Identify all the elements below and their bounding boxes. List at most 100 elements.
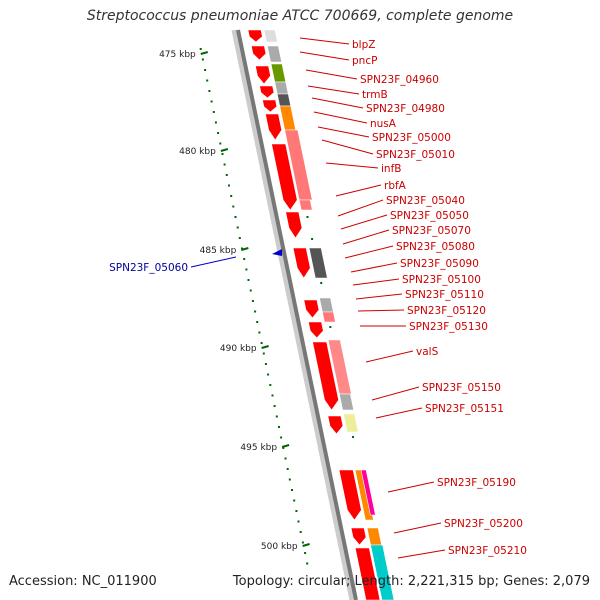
- gene-label: SPN23F_05000: [372, 132, 451, 144]
- gene-feature: [279, 105, 297, 131]
- gene-label: SPN23F_05010: [376, 149, 455, 161]
- gene-feature: [350, 527, 367, 546]
- label-pointer: [357, 309, 405, 312]
- gene-feature: [265, 113, 283, 141]
- label-pointer: [325, 162, 379, 169]
- map-title: Streptococcus pneumoniae ATCC 700669, co…: [86, 8, 514, 24]
- gene-features: [247, 29, 395, 600]
- kbp-label: 495 kbp: [240, 443, 277, 453]
- gene-feature: [303, 299, 320, 319]
- gene-label: pncP: [352, 55, 377, 67]
- gene-feature: [292, 247, 311, 279]
- gene-labels: blpZ pncP SPN23F_04960 trmB SPN23F_04980 nusA…: [109, 39, 527, 557]
- label-lines: [190, 37, 446, 559]
- label-pointer: [313, 111, 368, 124]
- label-pointer: [299, 51, 350, 61]
- gene-label: SPN23F_04980: [366, 103, 445, 115]
- label-pointer: [371, 386, 420, 401]
- gene-feature: [298, 199, 313, 211]
- gene-label: infB: [381, 163, 401, 175]
- gene-feature: [276, 93, 292, 107]
- genome-summary-text: Topology: circular; Length: 2,221,315 bp…: [232, 574, 590, 589]
- label-pointer: [355, 293, 403, 300]
- gene-feature: [327, 415, 344, 435]
- kbp-tick: [281, 444, 290, 448]
- label-pointer: [387, 481, 435, 493]
- gene-feature: [366, 527, 382, 546]
- kbp-ticks: 475 kbp 480 kbp 485 kbp 490 kbp 495 kbp 500 k…: [159, 50, 310, 552]
- gene-feature: [319, 297, 334, 313]
- gene-label: SPN23F_05130: [409, 321, 488, 333]
- label-pointer: [393, 522, 442, 534]
- gene-label: SPN23F_05150: [422, 382, 501, 394]
- label-pointer: [311, 97, 364, 109]
- label-pointer: [344, 245, 394, 259]
- gene-feature: [250, 45, 267, 61]
- backbone: [231, 29, 358, 600]
- kbp-label: 485 kbp: [200, 246, 237, 256]
- kbp-tick: [302, 543, 310, 547]
- kbp-tick: [220, 148, 229, 152]
- highlight-marker: [272, 249, 282, 256]
- gene-label: SPN23F_05200: [444, 518, 523, 530]
- gene-feature: [360, 469, 376, 516]
- kbp-label: 480 kbp: [179, 147, 216, 157]
- gene-feature: [343, 413, 359, 433]
- gene-label: SPN23F_05100: [402, 274, 481, 286]
- gene-feature: [322, 311, 336, 323]
- gene-feature: [271, 143, 298, 211]
- gene-feature: [247, 29, 263, 43]
- gene-label: SPN23F_04960: [360, 74, 439, 86]
- gene-feature: [354, 547, 381, 600]
- label-pointer: [317, 126, 370, 138]
- gene-label: SPN23F_05080: [396, 241, 475, 253]
- gene-feature: [274, 81, 289, 95]
- kbp-tick: [261, 345, 269, 349]
- gene-label: SPN23F_05151: [425, 403, 504, 415]
- gene-feature: [266, 45, 282, 63]
- gene-label: SPN23F_05120: [407, 305, 486, 317]
- kbp-tick: [200, 51, 209, 55]
- gene-feature: [262, 99, 278, 113]
- highlight-label: SPN23F_05060: [109, 262, 188, 274]
- gene-feature: [338, 393, 355, 411]
- gene-feature: [285, 211, 303, 239]
- gene-feature: [308, 321, 324, 339]
- gene-feature: [308, 247, 328, 279]
- gene-label: SPN23F_05110: [405, 289, 484, 301]
- label-pointer: [305, 69, 358, 80]
- accession-text: Accession: NC_011900: [9, 574, 157, 589]
- gene-label: SPN23F_05210: [448, 545, 527, 557]
- label-pointer: [321, 139, 374, 155]
- label-pointer: [340, 214, 388, 230]
- kbp-label: 490 kbp: [220, 344, 257, 354]
- label-pointer: [337, 199, 384, 217]
- label-pointer: [365, 350, 414, 363]
- gene-label: rbfA: [384, 180, 407, 192]
- gene-label: SPN23F_05040: [386, 195, 465, 207]
- label-pointer: [299, 37, 350, 45]
- kbp-tick: [241, 247, 249, 251]
- gene-label: trmB: [362, 89, 388, 101]
- gene-label: SPN23F_05090: [400, 258, 479, 270]
- gene-label: blpZ: [352, 39, 375, 51]
- label-pointer: [352, 278, 400, 286]
- highlight-pointer: [190, 256, 237, 268]
- label-pointer: [397, 549, 446, 559]
- gene-label: SPN23F_05190: [437, 477, 516, 489]
- gene-feature: [284, 129, 313, 201]
- gene-label: valS: [416, 346, 439, 358]
- gene-feature: [338, 469, 362, 521]
- gene-feature: [255, 65, 271, 85]
- kbp-label: 475 kbp: [159, 50, 196, 60]
- label-pointer: [375, 407, 423, 419]
- label-pointer: [307, 85, 360, 95]
- label-pointer: [335, 184, 382, 197]
- gene-label: nusA: [370, 118, 397, 130]
- gene-feature: [370, 544, 395, 600]
- gene-feature: [263, 29, 278, 43]
- gene-label: SPN23F_05050: [390, 210, 469, 222]
- gene-feature: [259, 85, 275, 99]
- label-pointer: [342, 229, 390, 245]
